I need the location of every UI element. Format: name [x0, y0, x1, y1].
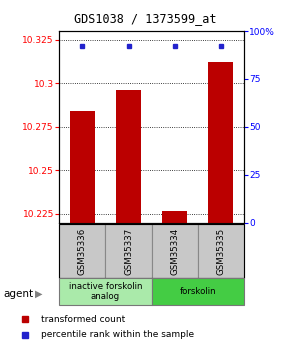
Bar: [151, 224, 197, 278]
Text: agent: agent: [3, 289, 33, 299]
Bar: [59, 278, 151, 305]
Bar: [70, 111, 95, 223]
Bar: [116, 90, 141, 223]
Text: GSM35336: GSM35336: [78, 227, 87, 275]
Text: GSM35337: GSM35337: [124, 227, 133, 275]
Bar: [59, 224, 106, 278]
Text: inactive forskolin
analog: inactive forskolin analog: [69, 282, 142, 301]
Text: GDS1038 / 1373599_at: GDS1038 / 1373599_at: [74, 12, 216, 25]
Bar: [197, 224, 244, 278]
Text: GSM35335: GSM35335: [216, 227, 225, 275]
Bar: [106, 224, 151, 278]
Bar: [162, 211, 187, 223]
Text: GSM35334: GSM35334: [170, 227, 179, 275]
Bar: [151, 278, 244, 305]
Text: forskolin: forskolin: [179, 287, 216, 296]
Text: transformed count: transformed count: [41, 315, 126, 324]
Text: ▶: ▶: [35, 289, 43, 299]
Bar: [208, 62, 233, 223]
Text: percentile rank within the sample: percentile rank within the sample: [41, 330, 194, 339]
